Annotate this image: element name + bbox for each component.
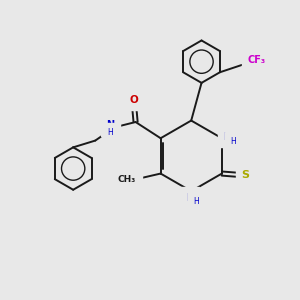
Text: CH₃: CH₃ [118,175,136,184]
Text: H: H [108,128,113,137]
Text: N: N [106,120,115,130]
Text: CF₃: CF₃ [248,56,266,65]
Text: S: S [242,170,249,180]
Text: H: H [230,137,236,146]
Text: N: N [186,193,194,203]
Text: O: O [130,95,139,105]
Text: N: N [223,132,231,142]
Text: H: H [194,197,200,206]
